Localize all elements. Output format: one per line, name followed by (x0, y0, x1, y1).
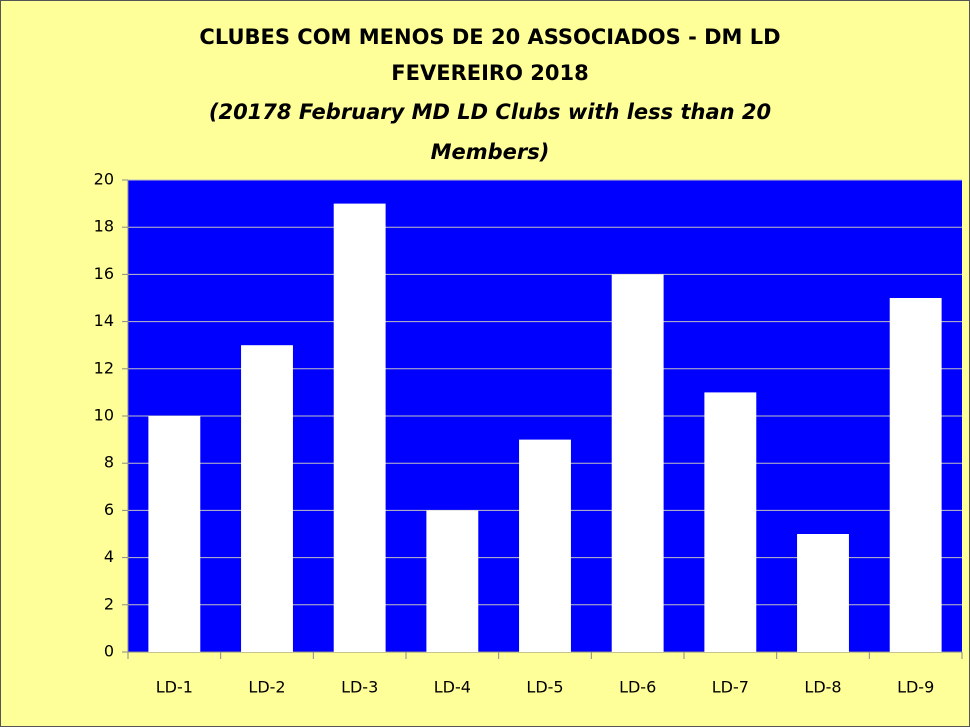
bar (797, 534, 849, 652)
y-tick-label: 6 (104, 500, 114, 519)
x-tick-label: LD-5 (526, 678, 563, 697)
x-tick-label: LD-3 (341, 678, 378, 697)
bar (611, 274, 664, 652)
bar (241, 345, 293, 652)
bar (889, 298, 942, 652)
x-tick-label: LD-4 (434, 678, 471, 697)
x-tick-label: LD-9 (897, 678, 934, 697)
chart-subtitle: Members) (431, 140, 550, 164)
chart-title: FEVEREIRO 2018 (391, 61, 588, 85)
y-tick-label: 2 (104, 594, 114, 613)
chart-subtitle: (20178 February MD LD Clubs with less th… (209, 100, 771, 124)
y-tick-label: 4 (104, 547, 114, 566)
bar (426, 510, 479, 652)
bar (519, 439, 571, 652)
y-tick-label: 0 (104, 642, 114, 661)
x-tick-label: LD-8 (804, 678, 841, 697)
y-tick-label: 12 (94, 358, 114, 377)
y-tick-label: 20 (94, 170, 114, 189)
x-tick-label: LD-2 (248, 678, 285, 697)
bar (333, 203, 386, 652)
y-tick-label: 18 (94, 217, 114, 236)
y-tick-label: 14 (94, 311, 114, 330)
x-tick-label: LD-1 (156, 678, 193, 697)
y-tick-label: 8 (104, 453, 114, 472)
chart-title: CLUBES COM MENOS DE 20 ASSOCIADOS - DM L… (199, 25, 780, 49)
y-tick-label: 16 (94, 264, 114, 283)
y-tick-label: 10 (94, 406, 114, 425)
x-tick-label: LD-7 (712, 678, 749, 697)
bar (704, 392, 757, 652)
x-tick-label: LD-6 (619, 678, 656, 697)
bar (148, 416, 201, 652)
